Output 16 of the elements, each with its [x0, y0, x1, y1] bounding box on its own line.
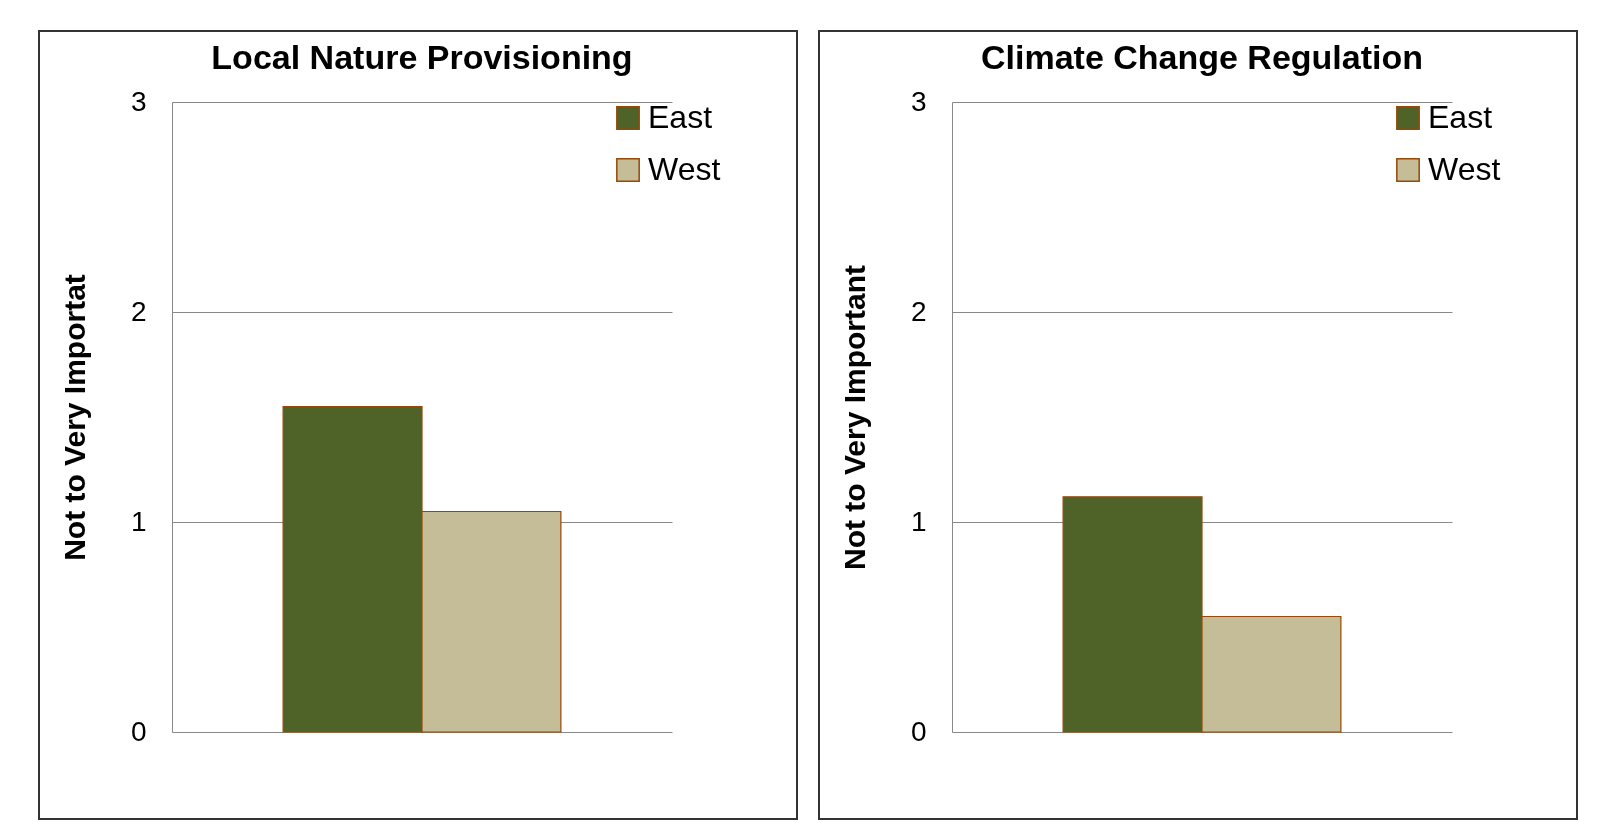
chart-title: Local Nature Provisioning	[211, 38, 633, 76]
y-axis-title: Not to Very Importat	[57, 274, 91, 561]
y-tick-label: 2	[910, 295, 927, 327]
y-tick-label: 0	[910, 715, 927, 747]
legend-label: West	[1428, 151, 1501, 187]
legend-label: East	[648, 99, 713, 135]
y-tick-label: 3	[910, 85, 927, 117]
y-tick-label: 3	[130, 85, 147, 117]
y-axis-title: Not to Very Important	[837, 264, 871, 571]
y-tick-label: 2	[130, 295, 147, 327]
chart-title: Climate Change Regulation	[980, 38, 1424, 76]
legend-label: West	[648, 151, 721, 187]
y-tick-label: 0	[130, 715, 147, 747]
legend-label: East	[1428, 99, 1493, 135]
y-tick-label: 1	[910, 505, 927, 537]
y-tick-label: 1	[130, 505, 147, 537]
